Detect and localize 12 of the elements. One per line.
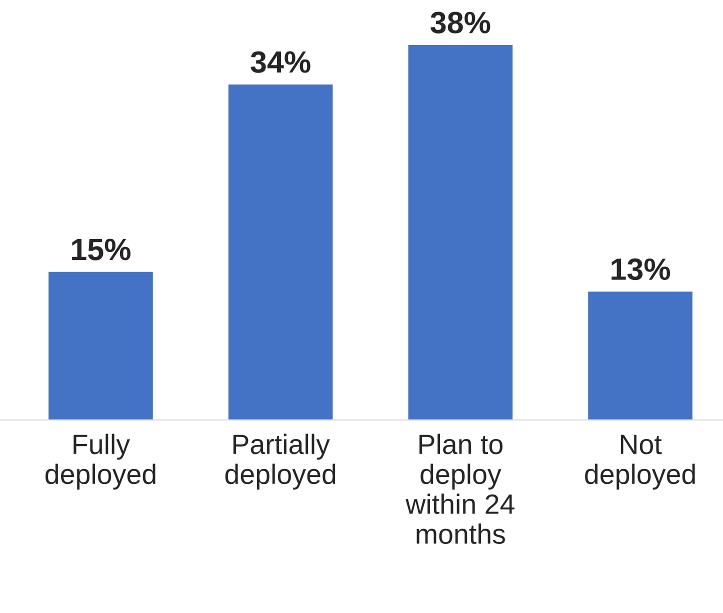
x-tick-label: Plan to deploy within 24 months	[406, 434, 514, 544]
data-label: 13%	[612, 258, 670, 280]
x-tick-label: Partially deployed	[225, 434, 336, 490]
data-label: 15%	[72, 238, 130, 260]
data-label: 38%	[430, 12, 490, 34]
bar	[228, 84, 333, 420]
bar	[588, 292, 692, 420]
bar	[408, 44, 513, 420]
bar	[48, 272, 153, 420]
data-label: 34%	[250, 51, 310, 73]
x-tick-label: Fully deployed	[46, 434, 156, 490]
x-tick-label: Not deployed	[585, 434, 695, 490]
